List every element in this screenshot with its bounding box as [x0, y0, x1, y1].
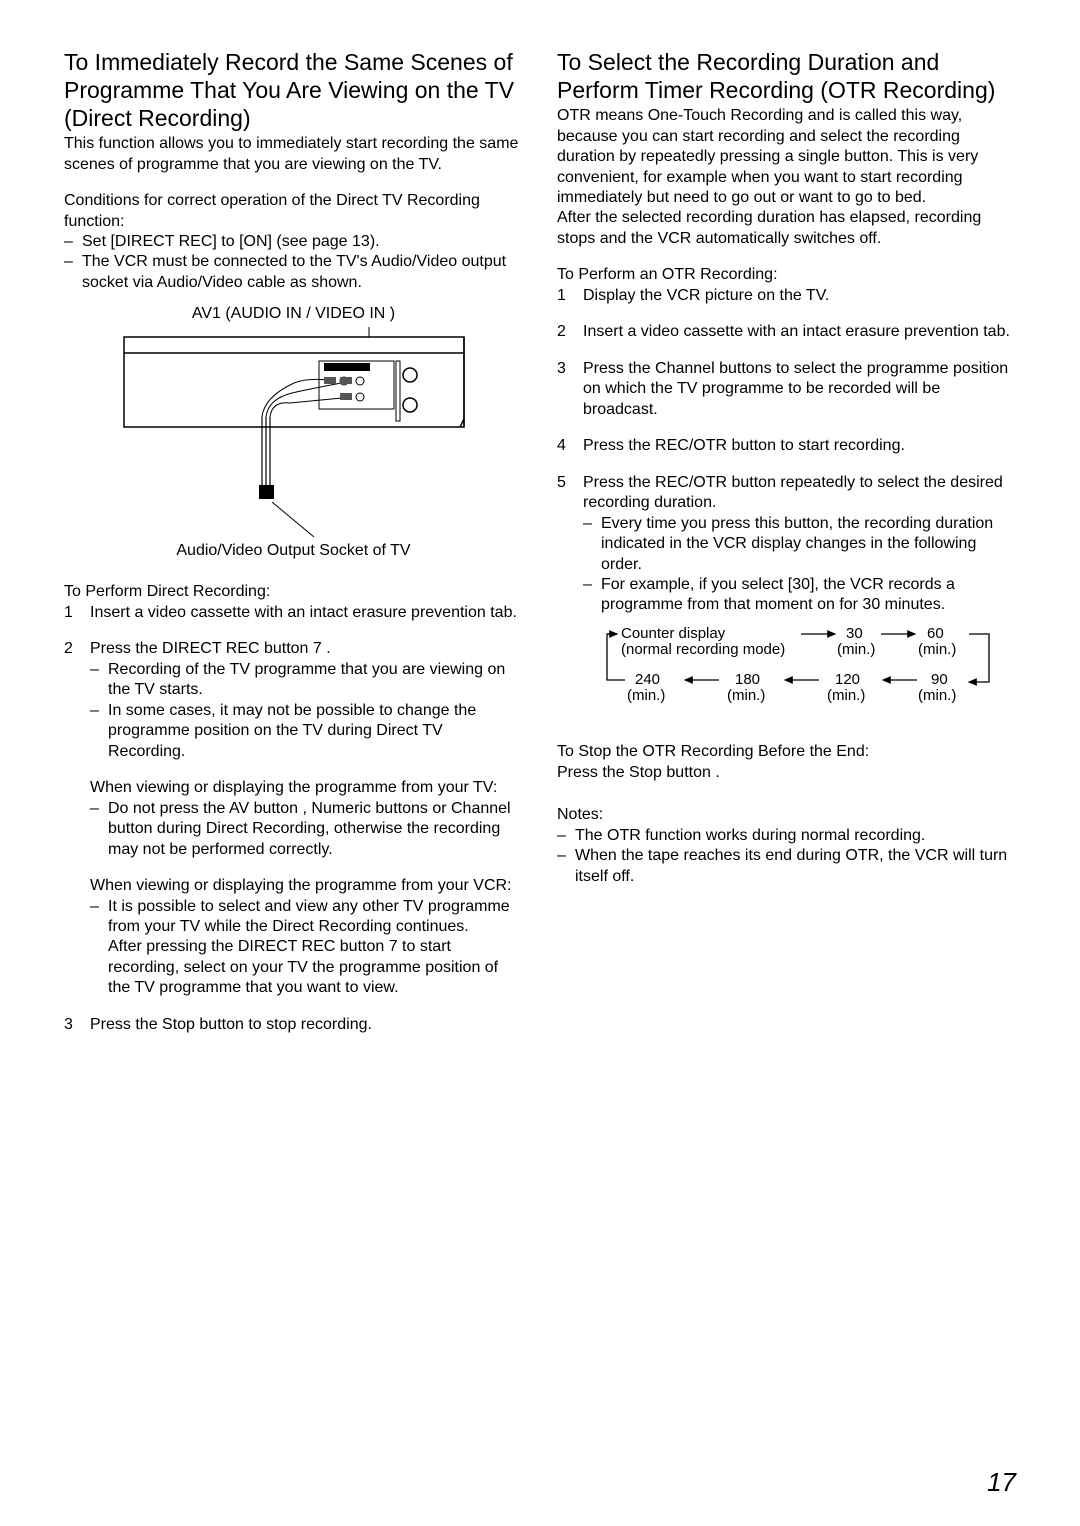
- step-number: 5: [557, 473, 583, 514]
- notes-list: – The OTR function works during normal r…: [557, 826, 1016, 887]
- flow-bot-3-top: 90: [931, 671, 948, 688]
- extra-block-lead: When viewing or displaying the programme…: [64, 876, 523, 896]
- sub-item: – Every time you press this button, the …: [583, 514, 1016, 575]
- steps-lead-right: To Perform an OTR Recording:: [557, 265, 1016, 285]
- two-column-layout: To Immediately Record the Same Scenes of…: [64, 48, 1016, 1455]
- dash-icon: –: [557, 846, 575, 887]
- dash-icon: –: [90, 701, 108, 762]
- sub-text: Every time you press this button, the re…: [601, 514, 1016, 575]
- left-column: To Immediately Record the Same Scenes of…: [64, 48, 523, 1455]
- left-heading: To Immediately Record the Same Scenes of…: [64, 48, 523, 132]
- note-item: – When the tape reaches its end during O…: [557, 846, 1016, 887]
- sub-item: – For example, if you select [30], the V…: [583, 575, 1016, 616]
- dash-icon: –: [64, 232, 82, 252]
- flow-bot-1-top: 180: [735, 671, 760, 688]
- step-text: Press the DIRECT REC button 7 .: [90, 639, 331, 659]
- sub-item: – Recording of the TV programme that you…: [90, 660, 523, 701]
- dash-icon: –: [90, 799, 108, 860]
- conditions-lead: Conditions for correct operation of the …: [64, 191, 523, 232]
- step-text: Display the VCR picture on the TV.: [583, 286, 829, 306]
- sub-text: Do not press the AV button , Numeric but…: [108, 799, 523, 860]
- step-number: 3: [64, 1015, 90, 1035]
- right-steps: 1 Display the VCR picture on the TV. 2 I…: [557, 286, 1016, 721]
- step-text: Press the REC/OTR button to start record…: [583, 436, 905, 456]
- condition-item: – The VCR must be connected to the TV's …: [64, 252, 523, 293]
- flow-top-0-top: Counter display: [621, 625, 726, 642]
- flow-top-0-bot: (normal recording mode): [621, 641, 785, 658]
- sub-text: In some cases, it may not be possible to…: [108, 701, 523, 762]
- sub-text: It is possible to select and view any ot…: [108, 897, 523, 999]
- flow-top-2-bot: (min.): [918, 641, 956, 658]
- step-sub-dashes: – Every time you press this button, the …: [557, 514, 1016, 616]
- right-intro: OTR means One-Touch Recording and is cal…: [557, 106, 1016, 249]
- extra-block-dashes: – It is possible to select and view any …: [64, 897, 523, 999]
- condition-item: – Set [DIRECT REC] to [ON] (see page 13)…: [64, 232, 523, 252]
- sub-item: – It is possible to select and view any …: [90, 897, 523, 999]
- step-text: Insert a video cassette with an intact e…: [583, 322, 1010, 342]
- right-heading: To Select the Recording Duration and Per…: [557, 48, 1016, 104]
- dash-icon: –: [557, 826, 575, 846]
- step-sub-dashes: – Recording of the TV programme that you…: [64, 660, 523, 762]
- flow-top-1-bot: (min.): [837, 641, 875, 658]
- step-number: 2: [557, 322, 583, 342]
- step-number: 3: [557, 359, 583, 420]
- notes-lead: Notes:: [557, 805, 1016, 825]
- diagram-svg: [114, 327, 474, 537]
- conditions-list: – Set [DIRECT REC] to [ON] (see page 13)…: [64, 232, 523, 293]
- right-column: To Select the Recording Duration and Per…: [557, 48, 1016, 1455]
- steps-lead-left: To Perform Direct Recording:: [64, 582, 523, 602]
- note-text: When the tape reaches its end during OTR…: [575, 846, 1016, 887]
- extra-block-dashes: – Do not press the AV button , Numeric b…: [64, 799, 523, 860]
- dash-icon: –: [90, 897, 108, 999]
- left-intro: This function allows you to immediately …: [64, 134, 523, 175]
- note-item: – The OTR function works during normal r…: [557, 826, 1016, 846]
- condition-text: Set [DIRECT REC] to [ON] (see page 13).: [82, 232, 380, 252]
- step-text: Press the Stop button to stop recording.: [90, 1015, 372, 1035]
- flow-bot-1-bot: (min.): [727, 687, 765, 704]
- flow-top-1-top: 30: [846, 625, 863, 642]
- diagram-caption-bottom: Audio/Video Output Socket of TV: [114, 542, 474, 560]
- dash-icon: –: [583, 514, 601, 575]
- flow-bot-2-top: 120: [835, 671, 860, 688]
- step-item: 5 Press the REC/OTR button repeatedly to…: [557, 473, 1016, 514]
- sub-text: For example, if you select [30], the VCR…: [601, 575, 1016, 616]
- left-steps: 1 Insert a video cassette with an intact…: [64, 603, 523, 1035]
- step-item: 3 Press the Channel buttons to select th…: [557, 359, 1016, 420]
- step-text: Press the REC/OTR button repeatedly to s…: [583, 473, 1016, 514]
- step-item: 4 Press the REC/OTR button to start reco…: [557, 436, 1016, 456]
- note-text: The OTR function works during normal rec…: [575, 826, 925, 846]
- stop-lead: To Stop the OTR Recording Before the End…: [557, 742, 1016, 762]
- step-number: 1: [64, 603, 90, 623]
- step-item: 1 Insert a video cassette with an intact…: [64, 603, 523, 623]
- step-item: 1 Display the VCR picture on the TV.: [557, 286, 1016, 306]
- step-number: 2: [64, 639, 90, 659]
- step-number: 4: [557, 436, 583, 456]
- step-text: Press the Channel buttons to select the …: [583, 359, 1016, 420]
- step-item: 2 Insert a video cassette with an intact…: [557, 322, 1016, 342]
- otr-flow-diagram: Counter display (normal recording mode) …: [557, 624, 957, 720]
- sub-item: – In some cases, it may not be possible …: [90, 701, 523, 762]
- sub-text: Recording of the TV programme that you a…: [108, 660, 523, 701]
- condition-text: The VCR must be connected to the TV's Au…: [82, 252, 523, 293]
- dash-icon: –: [64, 252, 82, 293]
- flow-svg: Counter display (normal recording mode) …: [601, 624, 1001, 714]
- connection-diagram: AV1 (AUDIO IN / VIDEO IN ): [114, 305, 474, 560]
- flow-top-2-top: 60: [927, 625, 944, 642]
- page-number: 17: [64, 1455, 1016, 1498]
- step-number: 1: [557, 286, 583, 306]
- step-item: 2 Press the DIRECT REC button 7 .: [64, 639, 523, 659]
- flow-bot-2-bot: (min.): [827, 687, 865, 704]
- step-item: 3 Press the Stop button to stop recordin…: [64, 1015, 523, 1035]
- flow-bot-3-bot: (min.): [918, 687, 956, 704]
- dash-icon: –: [583, 575, 601, 616]
- step-text: Insert a video cassette with an intact e…: [90, 603, 517, 623]
- flow-bot-0-top: 240: [635, 671, 660, 688]
- extra-block-lead: When viewing or displaying the programme…: [64, 778, 523, 798]
- flow-bot-0-bot: (min.): [627, 687, 665, 704]
- diagram-caption-top: AV1 (AUDIO IN / VIDEO IN ): [114, 305, 474, 323]
- sub-item: – Do not press the AV button , Numeric b…: [90, 799, 523, 860]
- page: To Immediately Record the Same Scenes of…: [0, 0, 1080, 1526]
- dash-icon: –: [90, 660, 108, 701]
- stop-text: Press the Stop button .: [557, 763, 1016, 783]
